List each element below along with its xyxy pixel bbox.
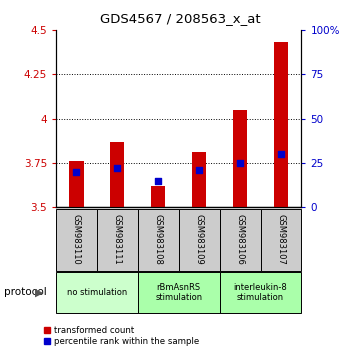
Point	[278, 151, 284, 157]
Bar	[138, 209, 179, 271]
Bar	[261, 209, 301, 271]
Bar	[110, 142, 125, 207]
Bar	[219, 209, 261, 271]
Bar	[56, 209, 97, 271]
Text: rBmAsnRS
stimulation: rBmAsnRS stimulation	[155, 283, 202, 302]
Bar	[97, 209, 138, 271]
Text: GSM983108: GSM983108	[154, 215, 163, 265]
Bar	[151, 186, 165, 207]
Text: GSM983107: GSM983107	[277, 215, 286, 265]
Text: GSM983109: GSM983109	[195, 215, 204, 265]
Text: interleukin-8
stimulation: interleukin-8 stimulation	[234, 283, 287, 302]
Point	[114, 165, 120, 171]
Point	[74, 169, 79, 175]
Point	[155, 178, 161, 183]
Bar	[192, 152, 206, 207]
Bar	[56, 272, 138, 313]
Bar	[69, 161, 83, 207]
Legend: transformed count, percentile rank within the sample: transformed count, percentile rank withi…	[40, 322, 203, 350]
Text: GDS4567 / 208563_x_at: GDS4567 / 208563_x_at	[100, 12, 261, 25]
Bar	[219, 272, 301, 313]
Bar	[274, 42, 288, 207]
Text: ▶: ▶	[35, 287, 44, 297]
Point	[196, 167, 202, 173]
Bar	[138, 272, 219, 313]
Text: GSM983106: GSM983106	[236, 215, 244, 265]
Point	[237, 160, 243, 166]
Text: GSM983111: GSM983111	[113, 215, 122, 265]
Bar	[233, 110, 247, 207]
Text: no stimulation: no stimulation	[67, 288, 127, 297]
Text: GSM983110: GSM983110	[72, 215, 81, 265]
Bar	[179, 209, 219, 271]
Text: protocol: protocol	[4, 287, 46, 297]
